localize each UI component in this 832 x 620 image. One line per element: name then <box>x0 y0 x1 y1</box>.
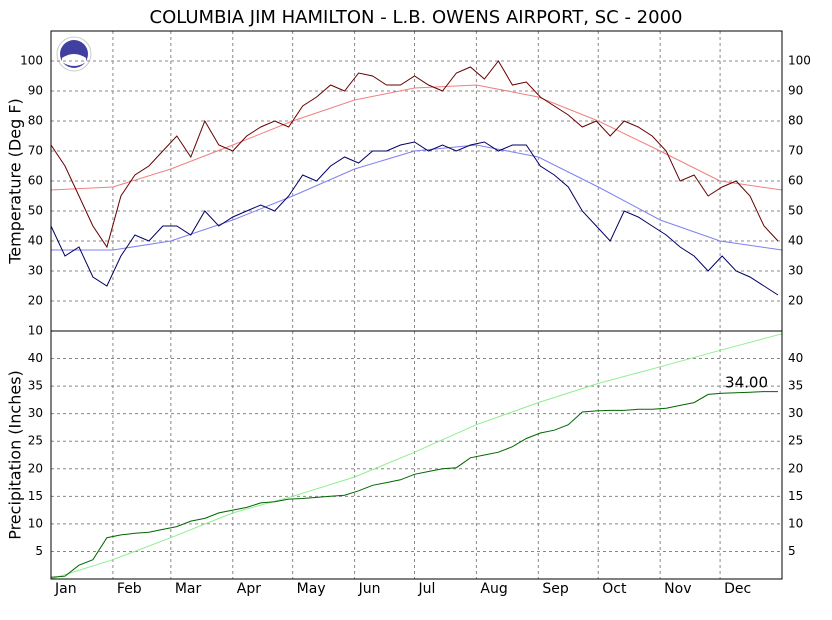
y-tick-label: 90 <box>28 84 43 98</box>
y-tick-label: 20 <box>28 461 43 475</box>
series-line <box>50 333 783 580</box>
y-tick-label-right: 50 <box>788 204 803 218</box>
x-tick-label: Jul <box>418 581 436 597</box>
y-tick-label: 100 <box>20 54 43 68</box>
x-tick-label: Oct <box>602 581 627 597</box>
x-tick-label: Feb <box>117 581 142 597</box>
x-tick-label: Jan <box>54 581 77 597</box>
x-tick-label: Aug <box>480 581 507 597</box>
y-tick-label-right: 100 <box>788 54 811 68</box>
y-tick-label: 5 <box>35 544 43 558</box>
series-line <box>50 84 783 191</box>
y-tick-label-right: 15 <box>788 489 803 503</box>
y-tick-label-right: 80 <box>788 114 803 128</box>
x-tick-label: Nov <box>664 581 691 597</box>
y-tick-label: 30 <box>28 264 43 278</box>
y-tick-label: 25 <box>28 434 43 448</box>
y-tick-label: 40 <box>28 234 43 248</box>
y-tick-label: 70 <box>28 144 43 158</box>
x-tick-label: Sep <box>542 581 569 597</box>
x-tick-label: May <box>297 581 326 597</box>
y-tick-label: 50 <box>28 204 43 218</box>
y-tick-label-right: 10 <box>788 516 803 530</box>
y-tick-label-right: 20 <box>788 461 803 475</box>
y-tick-label-right: 20 <box>788 294 803 308</box>
y-tick-label-right: 30 <box>788 406 803 420</box>
noaa-logo <box>56 36 92 72</box>
x-tick-label: Dec <box>724 581 751 597</box>
y-axis-label: Temperature (Deg F) <box>6 98 25 265</box>
y-tick-label: 20 <box>28 294 43 308</box>
annotation: 34.00 <box>725 374 768 392</box>
series-line <box>50 141 779 296</box>
y-tick-label: 10 <box>28 324 43 338</box>
y-tick-label: 80 <box>28 114 43 128</box>
y-tick-label: 40 <box>28 351 43 365</box>
x-tick-label: Mar <box>175 581 202 597</box>
y-tick-label-right: 35 <box>788 379 803 393</box>
x-tick-label: Apr <box>237 581 261 597</box>
y-tick-label: 60 <box>28 174 43 188</box>
series-line <box>51 144 783 251</box>
y-tick-label-right: 70 <box>788 144 803 158</box>
y-tick-label-right: 25 <box>788 434 803 448</box>
series-line <box>50 391 778 578</box>
y-tick-label-right: 5 <box>788 544 796 558</box>
series-line <box>50 60 779 249</box>
y-tick-label: 30 <box>28 406 43 420</box>
x-tick-label: Jun <box>358 581 381 597</box>
y-tick-label: 10 <box>28 516 43 530</box>
y-tick-label: 15 <box>28 489 43 503</box>
y-tick-label-right: 40 <box>788 351 803 365</box>
y-tick-label: 35 <box>28 379 43 393</box>
y-tick-label-right: 90 <box>788 84 803 98</box>
plot-frame <box>50 330 783 580</box>
y-tick-label-right: 60 <box>788 174 803 188</box>
chart-title: COLUMBIA JIM HAMILTON - L.B. OWENS AIRPO… <box>150 7 683 28</box>
y-tick-label-right: 30 <box>788 264 803 278</box>
y-axis-label: Precipitation (Inches) <box>6 370 25 540</box>
y-tick-label-right: 40 <box>788 234 803 248</box>
